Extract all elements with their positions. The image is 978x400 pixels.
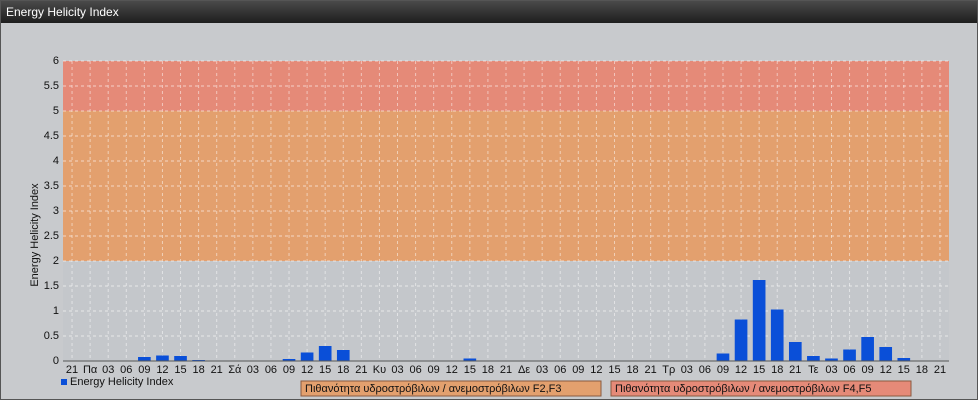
y-tick-label: 6 [53,55,59,67]
x-tick-label: 21 [934,364,946,376]
bar [879,347,893,361]
x-tick-label: 06 [120,364,132,376]
bar [156,355,169,361]
x-tick-label: 21 [66,364,78,376]
x-tick-label: 03 [247,364,259,376]
x-tick-label: Κυ [373,364,386,376]
y-tick-label: 2.5 [44,230,59,242]
band-legend-label: Πιθανότητα υδροστρόβιλων / ανεμοστρόβιλω… [615,383,872,395]
x-tick-label: 03 [681,364,693,376]
x-tick-label: 12 [590,364,602,376]
x-tick-label: 12 [156,364,168,376]
x-tick-label: 21 [500,364,512,376]
x-tick-label: 06 [843,364,855,376]
band-legend-label: Πιθανότητα υδροστρόβιλων / ανεμοστρόβιλω… [305,383,562,395]
x-tick-label: 15 [753,364,765,376]
x-tick-label: 18 [192,364,204,376]
x-tick-label: 12 [880,364,892,376]
bar [282,359,296,361]
band-legend-box [610,380,912,397]
bar [336,350,350,361]
bar [788,342,802,361]
bar [734,319,748,361]
x-tick-label: Σά [228,364,242,376]
x-tick-label: 06 [409,364,421,376]
band-legend-box [300,380,602,397]
y-tick-label: 5.5 [44,80,59,92]
y-tick-label: 0.5 [44,330,59,342]
x-tick-label: Πα [83,364,98,376]
x-tick-label: 06 [265,364,277,376]
x-tick-label: 09 [717,364,729,376]
x-tick-label: 12 [735,364,747,376]
x-tick-label: 21 [789,364,801,376]
y-axis-label: Energy Helicity Index [29,183,41,287]
bar [843,349,856,361]
bar [861,337,874,361]
x-tick-label: 15 [898,364,910,376]
bar [300,352,314,361]
bar [174,356,187,361]
x-tick-label: 18 [916,364,928,376]
x-tick-label: 09 [138,364,150,376]
bar [138,357,151,361]
x-tick-label: 18 [771,364,783,376]
x-tick-label: 12 [446,364,458,376]
bar [770,309,784,361]
bar [897,358,911,361]
x-tick-label: 03 [102,364,114,376]
x-tick-label: 21 [355,364,367,376]
x-tick-label: 12 [301,364,313,376]
x-tick-label: 18 [626,364,638,376]
y-tick-label: 1 [53,305,59,317]
x-tick-label: 09 [862,364,874,376]
y-tick-label: 0 [53,355,59,367]
bar [825,358,838,361]
x-tick-label: 03 [536,364,548,376]
x-tick-label: Τρ [662,364,675,376]
window-title: Energy Helicity Index [1,1,977,23]
x-tick-label: 15 [319,364,331,376]
x-tick-label: 06 [554,364,566,376]
y-tick-label: 3 [53,205,59,217]
y-tick-label: 4.5 [44,130,59,142]
x-tick-label: Τε [808,364,819,376]
y-tick-label: 5 [53,105,59,117]
x-tick-label: 09 [572,364,584,376]
chart: Energy Helicity Index 0 0.5 1 1.5 2 2.5 3 3.5 4 4… [29,55,949,397]
x-tick-label: 09 [428,364,440,376]
bar [752,280,766,361]
x-tick-label: 03 [825,364,837,376]
x-tick-label: 21 [645,364,657,376]
x-tick-label: 09 [283,364,295,376]
x-tick-label: 15 [464,364,476,376]
x-tick-label: 03 [391,364,403,376]
x-tick-label: 15 [608,364,620,376]
y-tick-label: 3.5 [44,180,59,192]
x-tick-label: 15 [174,364,186,376]
x-tick-label: Δε [518,364,530,376]
legend-swatch [61,379,67,385]
x-tick-label: 21 [211,364,223,376]
x-tick-label: 18 [482,364,494,376]
bar [318,346,332,361]
bar [716,353,730,361]
x-tick-label: 06 [699,364,711,376]
legend-label: Energy Helicity Index [70,376,174,388]
y-tick-label: 1.5 [44,280,59,292]
y-tick-label: 2 [53,255,59,267]
y-tick-label: 4 [53,155,59,167]
bar [463,358,477,361]
bar [807,356,820,361]
x-tick-label: 18 [337,364,349,376]
